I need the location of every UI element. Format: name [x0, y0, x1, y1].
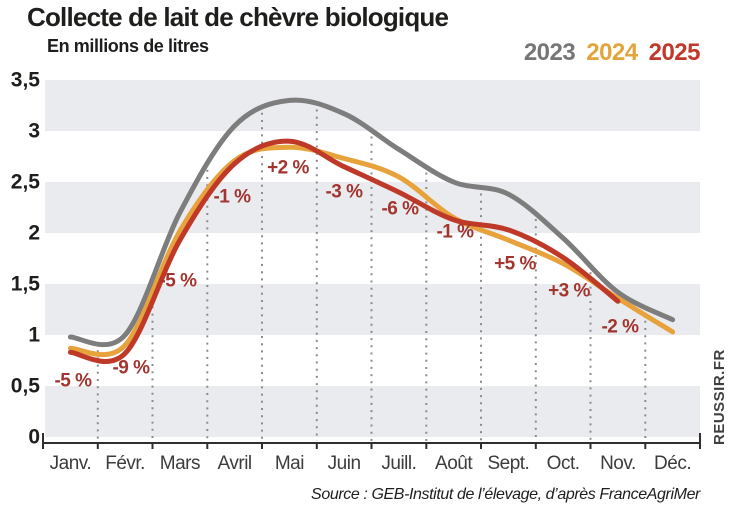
- legend-item-2024: 2024: [586, 39, 638, 66]
- y-tick-label: 3: [28, 120, 40, 143]
- series-line-2024: [67, 144, 676, 358]
- watermark-reussir: REUSSIR.FR: [711, 349, 728, 445]
- pct-change-label: -6 %: [381, 199, 419, 220]
- series-line-2023: [67, 97, 676, 348]
- x-tick-label: Déc.: [654, 453, 691, 474]
- pct-change-label: -3 %: [325, 182, 363, 203]
- x-tick-label: Juin: [328, 453, 361, 474]
- pct-change-label: -2 %: [601, 317, 639, 338]
- source-credit: Source : GEB-Institut de l’élevage, d’ap…: [311, 486, 700, 503]
- legend: 2023 2024 2025: [523, 39, 701, 67]
- y-tick-label: 0,5: [11, 375, 41, 398]
- y-tick-label: 2,5: [11, 171, 41, 194]
- x-tick-label: Févr.: [105, 453, 145, 474]
- x-tick-label: Avril: [218, 453, 252, 474]
- chart-title: Collecte de lait de chèvre biologique: [27, 2, 449, 32]
- y-tick-label: 0: [28, 426, 40, 449]
- x-tick-label: Janv.: [50, 453, 92, 474]
- x-tick-label: Nov.: [600, 453, 636, 474]
- chart-subtitle: En millions de litres: [47, 36, 209, 56]
- y-tick-label: 1,5: [11, 273, 41, 296]
- series-line-2025: [67, 138, 621, 364]
- legend-item-2025: 2025: [648, 39, 701, 66]
- pct-change-label: -1 %: [213, 187, 251, 208]
- y-tick-label: 3,5: [11, 69, 41, 92]
- legend-item-2023: 2023: [523, 39, 576, 66]
- pct-change-label: -5 %: [159, 271, 197, 292]
- pct-change-label: +5 %: [494, 254, 536, 275]
- x-tick-label: Oct.: [547, 453, 580, 474]
- grid-band: [45, 80, 700, 131]
- y-tick-label: 2: [28, 222, 40, 245]
- grid-band: [45, 182, 700, 233]
- x-tick-label: Juill.: [381, 453, 416, 474]
- pct-change-label: -5 %: [54, 371, 92, 392]
- x-tick-label: Sept.: [487, 453, 529, 474]
- x-tick-label: Mai: [275, 453, 304, 474]
- x-tick-label: Mars: [160, 453, 200, 474]
- pct-change-label: -1 %: [436, 222, 474, 243]
- pct-change-label: +2 %: [267, 158, 309, 179]
- x-tick-label: Août: [435, 453, 473, 474]
- y-tick-label: 1: [28, 324, 40, 347]
- pct-change-label: +3 %: [548, 281, 590, 302]
- pct-change-label: -9 %: [112, 358, 150, 379]
